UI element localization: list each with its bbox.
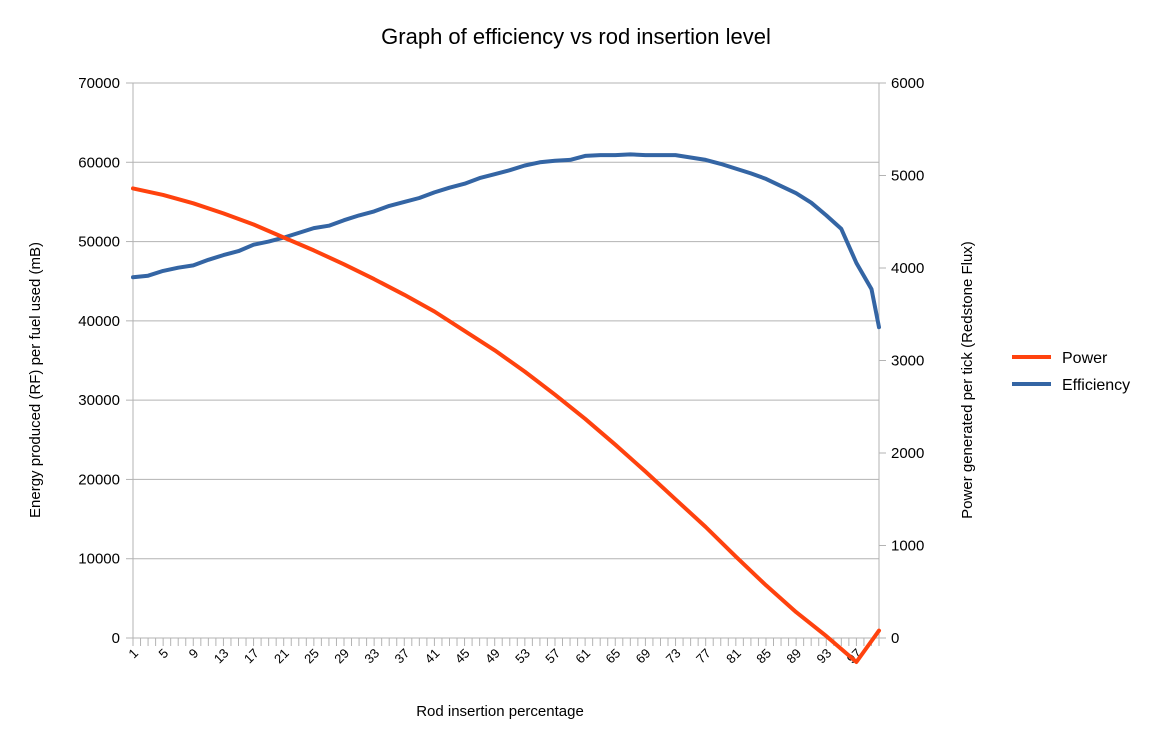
y-left-tick-label: 0 (112, 630, 120, 647)
x-tick-label: 21 (271, 646, 292, 667)
y-axis-right-label: Power generated per tick (Redstone Flux) (959, 241, 976, 519)
y-left-tick-label: 30000 (78, 392, 120, 409)
y-left-tick-label: 60000 (78, 154, 120, 171)
x-tick-label: 89 (783, 646, 804, 667)
x-tick-label: 73 (663, 646, 684, 667)
y-right-tick-label: 1000 (891, 538, 924, 555)
y-right-tick-label: 2000 (891, 445, 924, 462)
legend-label-efficiency: Efficiency (1062, 377, 1130, 394)
x-tick-label: 81 (723, 646, 744, 667)
series-lines (131, 152, 881, 664)
y-left-tick-label: 70000 (78, 75, 120, 92)
x-tick-label: 13 (211, 646, 232, 667)
x-tick-label: 85 (753, 646, 774, 667)
x-tick-label: 17 (241, 646, 262, 667)
x-tick-label: 77 (693, 646, 714, 667)
legend-label-power: Power (1062, 350, 1108, 367)
x-tick-label: 69 (633, 646, 654, 667)
series-line-power (131, 186, 881, 664)
x-tick-label: 61 (572, 646, 593, 667)
chart-title: Graph of efficiency vs rod insertion lev… (381, 24, 771, 49)
y-left-tick-label: 20000 (78, 471, 120, 488)
y-left-tick-label: 10000 (78, 551, 120, 568)
y-left-tick-label: 40000 (78, 313, 120, 330)
x-tick-label: 49 (482, 646, 503, 667)
x-tick-label: 65 (603, 646, 624, 667)
y-left-tick-label: 50000 (78, 234, 120, 251)
series-line-efficiency (131, 152, 881, 330)
y-axis-left-label: Energy produced (RF) per fuel used (mB) (27, 242, 44, 518)
x-tick-label: 53 (512, 646, 533, 667)
y-right-tick-label: 4000 (891, 260, 924, 277)
x-tick-label: 37 (392, 646, 413, 667)
y-right-tick-label: 5000 (891, 168, 924, 185)
y-right-tick-label: 6000 (891, 75, 924, 92)
y-axis-left: 0 10000 20000 30000 40000 50000 60000 70000 (78, 75, 133, 647)
x-tick-label: 5 (156, 646, 172, 662)
y-right-tick-label: 3000 (891, 353, 924, 370)
x-tick-label: 25 (301, 646, 322, 667)
x-tick-label: 41 (422, 646, 443, 667)
legend: Power Efficiency (1012, 350, 1130, 394)
x-tick-label: 93 (814, 646, 835, 667)
x-tick-label: 29 (331, 646, 352, 667)
x-tick-label: 33 (361, 646, 382, 667)
x-axis-label: Rod insertion percentage (416, 703, 584, 720)
y-axis-right: 0 1000 2000 3000 4000 5000 6000 (879, 75, 924, 647)
x-tick-label: 45 (452, 646, 473, 667)
x-axis: 1 5 9 13 17 21 25 29 33 37 41 45 49 53 57 61 65 69 73 77 81 8… (125, 638, 880, 667)
y-right-tick-label: 0 (891, 630, 899, 647)
grid (133, 82, 879, 639)
x-tick-label: 9 (186, 646, 202, 662)
x-tick-label: 1 (125, 646, 141, 662)
x-tick-label: 57 (542, 646, 563, 667)
